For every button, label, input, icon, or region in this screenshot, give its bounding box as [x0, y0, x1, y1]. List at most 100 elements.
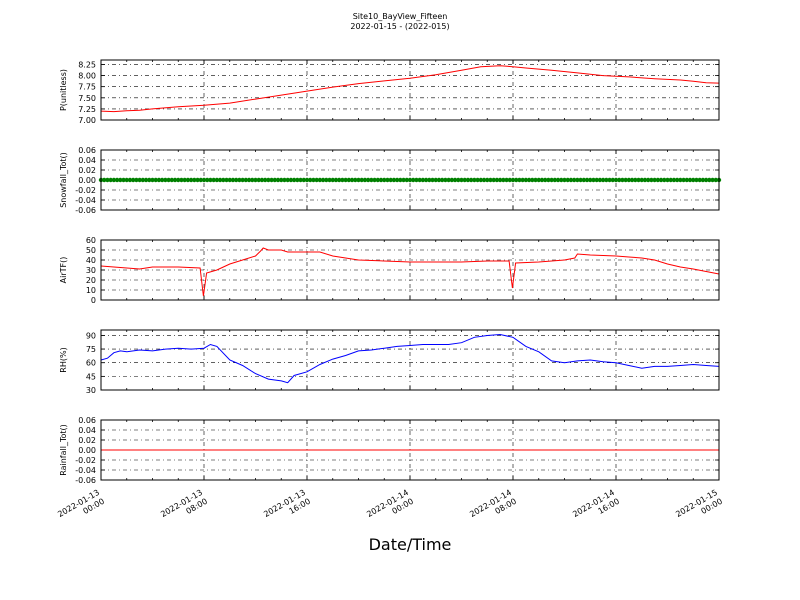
data-point [633, 177, 638, 183]
data-point [610, 177, 615, 183]
x-tick-label: 2022-01-1416:00 [571, 488, 621, 528]
data-point [494, 177, 500, 183]
data-point [253, 177, 258, 183]
y-tick-label: 60 [86, 236, 96, 245]
data-point [127, 177, 133, 183]
y-tick-label: 0.00 [78, 446, 96, 455]
y-tick-label: 30 [86, 266, 96, 275]
data-point [472, 177, 477, 183]
data-point [456, 177, 461, 183]
data-point [279, 177, 284, 183]
data-point [411, 177, 416, 183]
data-point [401, 177, 406, 183]
data-point [256, 177, 261, 183]
y-tick-label: 0.02 [78, 166, 96, 175]
data-point [362, 177, 368, 183]
data-point [536, 177, 541, 183]
x-tick-label: 2022-01-1300:00 [56, 488, 106, 528]
data-point [559, 177, 564, 183]
data-point [629, 177, 635, 183]
y-tick-label: 60 [86, 359, 96, 368]
y-axis-label: P(unitless) [59, 69, 68, 111]
y-tick-label: 0.04 [78, 426, 96, 435]
data-point [430, 177, 435, 183]
y-tick-label: -0.04 [75, 196, 96, 205]
data-point [195, 177, 200, 183]
data-point [449, 177, 455, 183]
data-point [478, 177, 484, 183]
data-point [562, 177, 567, 183]
y-tick-label: 0.06 [78, 146, 96, 155]
data-point [417, 177, 422, 183]
y-axis-label: RH(%) [59, 347, 68, 372]
x-tick-label: 2022-01-1316:00 [262, 488, 312, 528]
data-point [465, 177, 471, 183]
data-point [423, 177, 429, 183]
x-axis-label: Date/Time [369, 535, 452, 554]
data-point [172, 177, 178, 183]
data-point [707, 177, 712, 183]
data-point [262, 177, 268, 183]
data-point [105, 177, 110, 183]
y-tick-label: 45 [86, 372, 96, 381]
data-point [594, 177, 599, 183]
data-point [443, 177, 448, 183]
y-axis-label: Rainfall_Tot() [59, 424, 68, 476]
data-point [420, 177, 426, 183]
data-point [674, 177, 680, 183]
y-tick-label: 0.06 [78, 416, 96, 425]
data-point [111, 177, 117, 183]
data-point [546, 177, 551, 183]
data-point [398, 177, 403, 183]
data-point [687, 177, 693, 183]
data-point [526, 177, 532, 183]
data-point [394, 177, 400, 183]
snowfall-series [98, 177, 722, 183]
data-point [549, 177, 554, 183]
data-point [600, 177, 606, 183]
plot-frame [100, 419, 720, 481]
y-tick-label: 0.00 [78, 176, 96, 185]
data-point [233, 177, 239, 183]
data-point [346, 177, 352, 183]
data-point [114, 177, 120, 183]
data-point [163, 177, 168, 183]
data-point [288, 177, 294, 183]
data-point [703, 177, 709, 183]
data-point [246, 177, 252, 183]
y-tick-label: 7.75 [78, 83, 96, 92]
data-point [446, 177, 451, 183]
y-tick-label: 0.04 [78, 156, 96, 165]
data-point [198, 177, 203, 183]
y-tick-label: -0.06 [75, 476, 96, 485]
data-point [571, 177, 577, 183]
data-point [317, 177, 323, 183]
data-point [227, 177, 232, 183]
y-tick-label: 7.25 [78, 105, 96, 114]
series-line [100, 65, 720, 113]
data-point [311, 177, 316, 183]
data-point [372, 177, 377, 183]
y-tick-label: 0 [91, 296, 96, 305]
data-point [378, 177, 384, 183]
y-tick-label: 50 [86, 246, 96, 255]
data-point [153, 177, 158, 183]
data-point [298, 177, 303, 183]
data-point [291, 177, 297, 183]
data-point [552, 177, 558, 183]
data-point [617, 177, 622, 183]
data-point [681, 177, 686, 183]
data-point [700, 177, 706, 183]
panel-1: 7.00 7.25 7.50 7.75 8.00 8.25 P(unitless) [59, 59, 720, 125]
data-point [385, 177, 390, 183]
data-point [462, 177, 467, 183]
y-tick-label: -0.06 [75, 206, 96, 215]
data-point [636, 177, 641, 183]
data-point [433, 177, 438, 183]
y-tick-label: 8.25 [78, 60, 96, 69]
data-point [176, 177, 181, 183]
data-point [459, 177, 464, 183]
data-point [713, 177, 718, 183]
data-point [658, 177, 664, 183]
